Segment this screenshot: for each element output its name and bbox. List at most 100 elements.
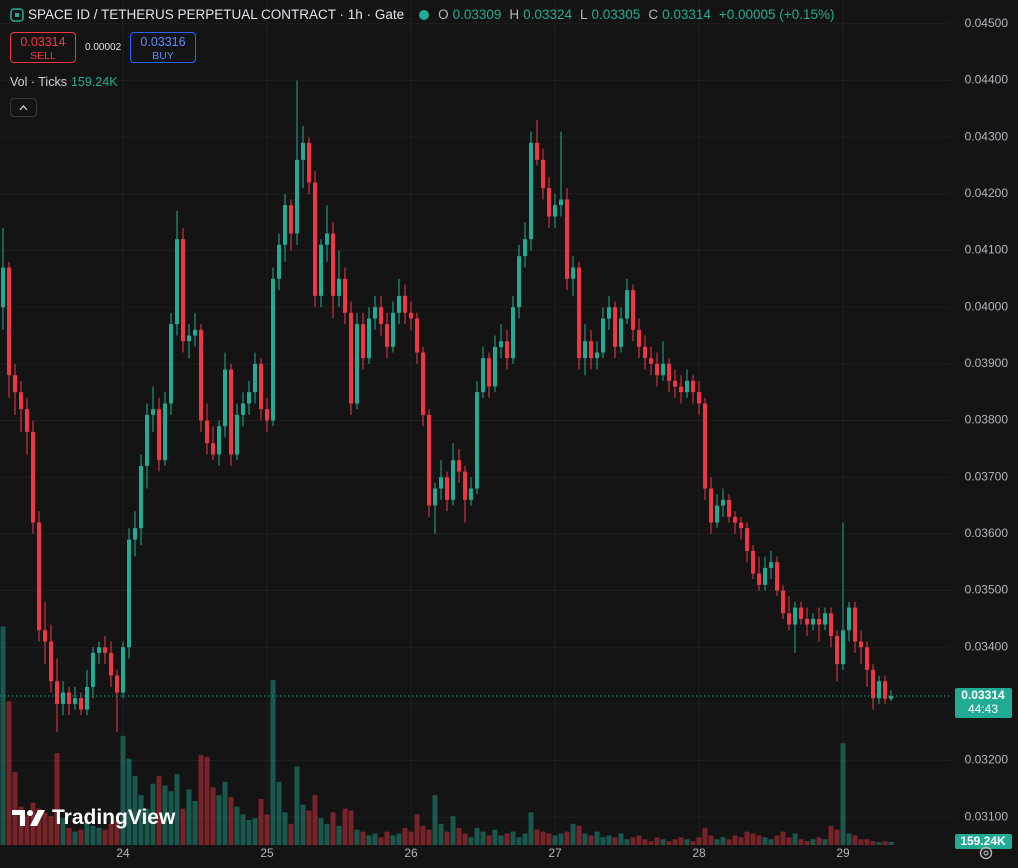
volume-bar [696,837,702,845]
volume-bar [462,833,468,845]
y-tick-label: 0.03100 [965,809,1009,823]
chart-title: SPACE ID / TETHERUS PERPETUAL CONTRACT ·… [28,7,405,22]
volume-bar [720,837,726,845]
volume-bar [306,810,312,845]
volume-value: 159.24K [70,75,118,89]
volume-bar [564,831,570,845]
candle-body [157,409,162,461]
candle-body [301,142,306,160]
volume-bar [840,743,846,845]
volume-bar [36,808,42,845]
volume-bar [396,833,402,845]
volume-bar [126,758,132,845]
volume-bar [0,626,6,845]
y-tick-label: 0.03800 [965,413,1009,427]
candle-body [1,267,6,308]
volume-bar [786,837,792,845]
candle-body [433,488,438,506]
gear-hub [983,850,989,856]
volume-bar [762,837,768,845]
legend-key: O [438,7,449,22]
y-tick-label: 0.03900 [965,356,1009,370]
volume-bar [534,829,540,845]
candle-body [619,318,624,347]
candle-body [625,290,630,319]
x-tick-label: 24 [116,846,130,860]
candle-body [877,681,882,699]
sell-label: SELL [30,50,56,62]
candle-body [781,590,786,614]
candle-body [823,613,828,625]
x-tick-label: 28 [692,846,706,860]
candle-body [247,392,252,404]
candle-body [217,426,222,455]
status-dot [419,9,430,20]
volume-bar [756,835,762,845]
volume-bar [72,831,78,845]
volume-bar [390,835,396,845]
sell-button[interactable]: 0.03314 SELL [10,32,76,63]
candle-body [265,409,270,421]
legend-key: H [509,7,520,22]
candle-body [805,618,810,625]
candle-body [535,142,540,160]
chevron-path [19,105,28,111]
candle-body [295,159,300,234]
y-tick-label: 0.04100 [965,243,1009,257]
candle-body [841,630,846,665]
volume-bar [438,823,444,845]
volume-bar [378,837,384,845]
volume-bar [108,823,114,845]
candle-body [733,516,738,523]
candle-body [547,188,552,217]
candle-body [37,522,42,631]
candle-body [211,443,216,455]
volume-bar [288,823,294,845]
countdown-label: 44:43 [968,702,998,716]
volume-bar [660,839,666,845]
candle-body [451,460,456,500]
volume-bar [798,839,804,845]
volume-bar [810,839,816,845]
candle-body [583,341,588,359]
volume-bar [132,776,138,845]
watermark-text: TradingView [52,806,176,829]
volume-bar [318,818,324,845]
candle-body [103,647,108,653]
tv-logo [12,810,45,826]
candle-body [175,239,180,325]
candle-body [127,539,132,648]
volume-bar [78,829,84,845]
buy-button[interactable]: 0.03316 BUY [130,32,196,63]
candle-body [337,278,342,296]
candle-body [697,392,702,404]
volume-bar [216,795,222,845]
candle-body [595,352,600,359]
settings-icon[interactable] [979,846,993,860]
volume-bar [726,839,732,845]
x-tick-label: 29 [836,846,850,860]
volume-bar [816,837,822,845]
candle-body [355,324,360,404]
candle-body [493,346,498,387]
volume-bar [546,833,552,845]
candle-body [553,205,558,217]
logo-t [12,810,25,826]
candle-body [439,477,444,489]
candle-body [49,641,54,682]
volume-bar [144,808,150,845]
candle-body [727,499,732,517]
volume-bar [150,783,156,845]
collapse-button[interactable] [10,98,37,117]
candle-body [409,312,414,319]
volume-bar [678,837,684,845]
legend-key: L [579,7,588,22]
candle-body [763,567,768,585]
candle-body [67,692,72,704]
candle-body [709,488,714,523]
candle-body [655,363,660,376]
volume-bar [330,812,336,845]
candle-body [19,392,24,410]
volume-tag [955,833,1012,849]
